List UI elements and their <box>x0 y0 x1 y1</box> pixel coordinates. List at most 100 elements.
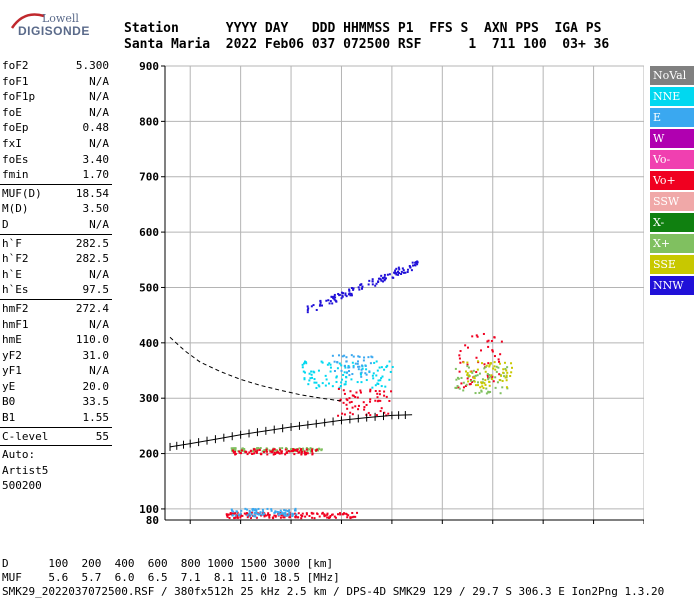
data-point <box>404 271 407 274</box>
data-point <box>500 340 503 343</box>
data-point <box>285 447 288 450</box>
data-point <box>337 387 340 390</box>
data-point <box>487 339 490 342</box>
data-point <box>466 372 469 375</box>
data-point <box>376 400 379 403</box>
data-point <box>466 365 469 368</box>
param-value: 55 <box>95 429 109 443</box>
data-point <box>352 364 355 367</box>
data-point <box>360 368 363 371</box>
data-point <box>352 355 355 358</box>
data-point <box>287 514 290 517</box>
param-value: 1.70 <box>82 168 110 182</box>
data-point <box>249 511 252 514</box>
data-point <box>330 295 333 298</box>
data-point <box>344 293 347 296</box>
data-point <box>228 517 231 520</box>
data-point <box>319 299 322 302</box>
param-label: yE <box>2 379 16 393</box>
data-point <box>262 450 265 453</box>
data-point <box>273 451 276 454</box>
param-row: foF1p N/A <box>0 89 112 105</box>
data-point <box>341 412 344 415</box>
data-point <box>318 385 321 388</box>
param-value: N/A <box>89 267 109 281</box>
logo-line1: Lowell <box>42 12 79 25</box>
data-point <box>263 515 266 518</box>
data-point <box>374 389 377 392</box>
data-point <box>245 513 248 516</box>
data-point <box>326 516 329 519</box>
param-value: N/A <box>89 136 109 150</box>
data-point <box>233 512 236 515</box>
data-point <box>230 449 233 452</box>
data-point <box>397 266 400 269</box>
data-point <box>351 361 354 364</box>
data-point <box>304 361 307 364</box>
data-point <box>338 294 341 297</box>
data-point <box>329 363 332 366</box>
data-point <box>250 513 253 516</box>
data-point <box>326 513 329 516</box>
data-point <box>371 374 374 377</box>
param-row: h`Es 97.5 <box>0 282 112 298</box>
data-point <box>356 362 359 365</box>
data-point <box>487 376 490 379</box>
data-point <box>356 396 359 399</box>
data-point <box>340 297 343 300</box>
data-point <box>379 379 382 382</box>
param-row: MUF(D) 18.54 <box>0 186 112 202</box>
data-point <box>321 511 324 514</box>
data-point <box>303 378 306 381</box>
data-point <box>394 269 397 272</box>
data-point <box>252 507 255 510</box>
param-value: N/A <box>89 364 109 378</box>
param-label: hmF2 <box>2 301 29 315</box>
data-point <box>333 295 336 298</box>
data-point <box>385 366 388 369</box>
data-point <box>365 368 368 371</box>
data-point <box>338 362 341 365</box>
data-point <box>241 514 244 517</box>
data-point <box>268 449 271 452</box>
data-point <box>343 354 346 357</box>
data-point <box>386 364 389 367</box>
data-point <box>311 453 314 456</box>
data-point <box>301 363 304 366</box>
data-point <box>253 448 256 451</box>
data-point <box>376 369 379 372</box>
data-point <box>383 276 386 279</box>
data-point <box>333 515 336 518</box>
data-point <box>381 375 384 378</box>
data-point <box>337 414 340 417</box>
data-point <box>226 515 229 518</box>
data-point <box>246 508 249 511</box>
data-point <box>498 362 501 365</box>
data-point <box>232 451 235 454</box>
station-header: Station YYYY DAY DDD HHMMSS P1 FFS S AXN… <box>124 21 609 53</box>
param-row: M(D) 3.50 <box>0 201 112 217</box>
data-point <box>287 510 290 513</box>
data-point <box>344 366 347 369</box>
param-label: D <box>2 217 9 231</box>
data-point <box>309 377 312 380</box>
data-point <box>502 371 505 374</box>
data-point <box>465 370 468 373</box>
data-point <box>338 386 341 389</box>
data-point <box>276 510 279 513</box>
data-point <box>389 370 392 373</box>
data-point <box>330 513 333 516</box>
legend-item: X- <box>650 213 694 232</box>
data-point <box>491 349 494 352</box>
param-value: 5.300 <box>75 59 109 72</box>
param-label: yF2 <box>2 348 22 362</box>
data-point <box>481 362 484 365</box>
data-point <box>485 387 488 390</box>
data-point <box>402 271 405 274</box>
data-point <box>489 362 492 365</box>
param-row: foF1 N/A <box>0 74 112 90</box>
data-point <box>400 272 403 275</box>
legend-item: E <box>650 108 694 127</box>
data-point <box>230 513 233 516</box>
data-point <box>311 448 314 451</box>
